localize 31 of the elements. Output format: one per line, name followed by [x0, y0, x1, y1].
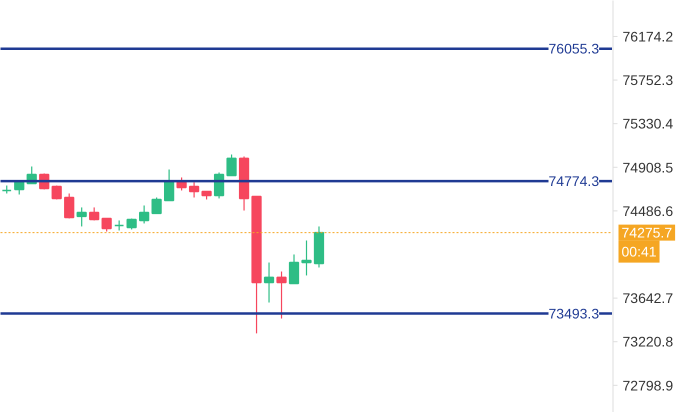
- y-tick-label: 75330.4: [622, 116, 674, 132]
- candlestick: [114, 220, 124, 232]
- ref-line-label: 76055.3: [548, 40, 600, 57]
- y-tick-label: 76174.2: [622, 28, 674, 44]
- y-tick-label: 74908.5: [622, 159, 674, 176]
- y-tick-label: 73220.8: [622, 334, 674, 350]
- candlestick: [226, 154, 237, 176]
- candlestick: [264, 262, 274, 304]
- ref-line-label: 73493.3: [548, 306, 600, 322]
- y-tick-label: 73642.7: [622, 290, 674, 306]
- candlestick: [126, 218, 137, 230]
- candlestick: [164, 168, 174, 202]
- candlestick: [188, 182, 200, 198]
- candlestick: [14, 182, 24, 196]
- text: 00:41: [622, 244, 657, 260]
- y-tick-label: 74486.6: [622, 202, 674, 219]
- candlestick: [301, 240, 312, 276]
- candlestick: [52, 184, 62, 200]
- candlestick: [76, 206, 87, 228]
- candlestick: [276, 270, 287, 320]
- candlestick: [288, 254, 300, 284]
- y-tick-label: 72798.9: [622, 377, 674, 394]
- ref-line-label: 74275.7: [622, 224, 672, 241]
- candlestick: [64, 192, 74, 220]
- candlestick: [2, 184, 12, 194]
- candlestick: [139, 204, 150, 224]
- ref-line-label: 74774.3: [548, 173, 600, 190]
- candlestick: [152, 196, 162, 214]
- candlestick: [102, 218, 112, 232]
- candlestick: [89, 206, 100, 222]
- y-tick-label: 75752.3: [622, 72, 674, 88]
